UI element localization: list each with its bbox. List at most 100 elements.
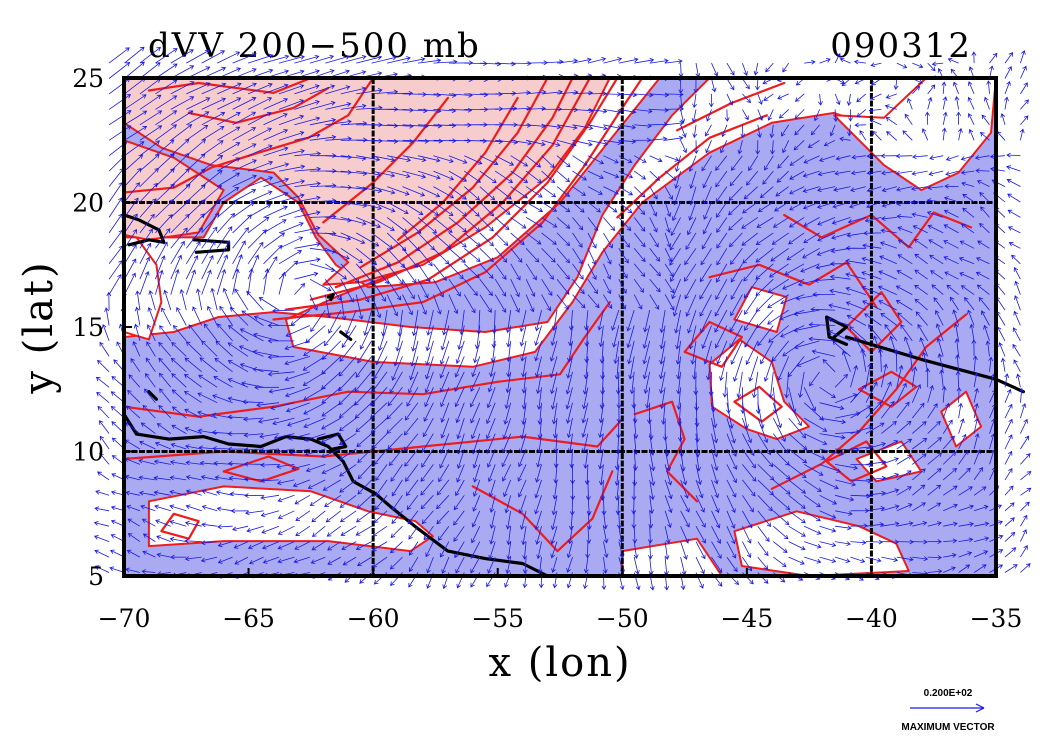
wind-vector (793, 309, 820, 317)
wind-vector (958, 551, 973, 558)
x-tick-label: −40 (845, 604, 898, 633)
wind-vector (278, 148, 305, 157)
wind-vector (958, 537, 974, 543)
wind-vector (1013, 267, 1021, 280)
wind-vector (719, 356, 728, 382)
wind-vector (878, 270, 897, 280)
wind-vector (325, 232, 352, 241)
wind-vector (155, 139, 175, 157)
wind-vector (927, 420, 941, 434)
wind-vector (437, 525, 450, 541)
wind-vector (975, 168, 990, 174)
wind-vector (979, 192, 990, 203)
wind-vector (773, 541, 788, 553)
wind-vector (302, 356, 326, 371)
wind-vector (227, 414, 249, 420)
wind-vector (552, 479, 558, 500)
wind-vector (897, 239, 913, 249)
wind-vector (371, 170, 396, 178)
wind-vector (303, 340, 326, 357)
wind-vector (829, 288, 851, 295)
wind-vector (642, 325, 651, 349)
wind-vector (602, 557, 608, 574)
wind-vector (454, 371, 465, 392)
wind-vector (386, 186, 410, 196)
wind-vector (216, 200, 238, 218)
wind-vector (433, 123, 457, 128)
wind-vector (1020, 471, 1032, 481)
wind-vector (303, 433, 326, 442)
wind-vector (424, 371, 434, 394)
wind-vector (184, 556, 202, 562)
wind-vector (488, 479, 496, 498)
wind-vector (600, 356, 606, 380)
wind-vector (945, 155, 959, 161)
wind-vector (979, 222, 990, 234)
wind-vector (743, 278, 759, 299)
wind-vector (278, 222, 304, 234)
wind-vector (201, 140, 224, 157)
wind-vector (260, 494, 280, 500)
wind-vector (952, 81, 959, 95)
contour-line (322, 96, 449, 224)
wind-vector (517, 464, 527, 482)
wind-vector (263, 268, 270, 295)
wind-vector (768, 263, 789, 278)
wind-vector (845, 301, 867, 311)
wind-vector (711, 402, 718, 429)
contour-line (783, 211, 973, 249)
wind-vector (278, 114, 305, 126)
wind-vector (263, 177, 290, 187)
wind-vector (678, 63, 684, 78)
wind-vector (124, 141, 145, 157)
wind-vector (849, 326, 867, 342)
wind-vector (851, 154, 866, 160)
wind-vector (757, 93, 763, 105)
wind-vector (587, 139, 609, 146)
wind-vector (139, 228, 153, 249)
wind-vector (259, 433, 280, 439)
wind-vector (201, 340, 218, 357)
wind-vector (356, 433, 372, 448)
wind-vector (232, 174, 257, 187)
wind-vector (865, 506, 886, 512)
wind-vector (809, 371, 820, 387)
wind-vector (928, 239, 944, 249)
wind-vector (525, 170, 542, 184)
wind-vector (541, 278, 553, 297)
wind-vector (879, 255, 897, 265)
wind-vector (448, 263, 464, 280)
wind-vector (142, 533, 156, 542)
wind-vector (140, 422, 156, 434)
wind-vector (804, 525, 822, 535)
wind-vector (818, 155, 836, 162)
wind-vector (774, 201, 789, 212)
wind-vector (763, 356, 774, 382)
wind-vector (618, 232, 630, 248)
wind-vector (263, 54, 290, 64)
wind-vector (854, 336, 867, 357)
wind-vector (850, 170, 866, 176)
wind-vector (471, 526, 481, 544)
y-axis-label: y (lat) (16, 260, 62, 394)
wind-vector (1014, 280, 1021, 295)
wind-vector (1006, 152, 1021, 158)
wind-vector (943, 553, 957, 558)
wind-vector (505, 371, 512, 394)
wind-vector (775, 186, 789, 197)
wind-vector (199, 357, 218, 373)
wind-vector (1004, 418, 1013, 434)
vector-legend-arrow (910, 703, 985, 713)
wind-vector (912, 154, 928, 160)
wind-vector (247, 176, 274, 187)
contour-line (857, 370, 918, 408)
wind-vector (688, 201, 697, 221)
wind-vector (973, 564, 987, 573)
wind-vector (253, 315, 280, 326)
wind-vector (850, 186, 867, 193)
wind-vector (373, 356, 388, 380)
wind-vector (232, 202, 255, 218)
wind-vector (695, 464, 703, 486)
wind-vector (1004, 531, 1016, 542)
wind-vector (881, 457, 899, 465)
